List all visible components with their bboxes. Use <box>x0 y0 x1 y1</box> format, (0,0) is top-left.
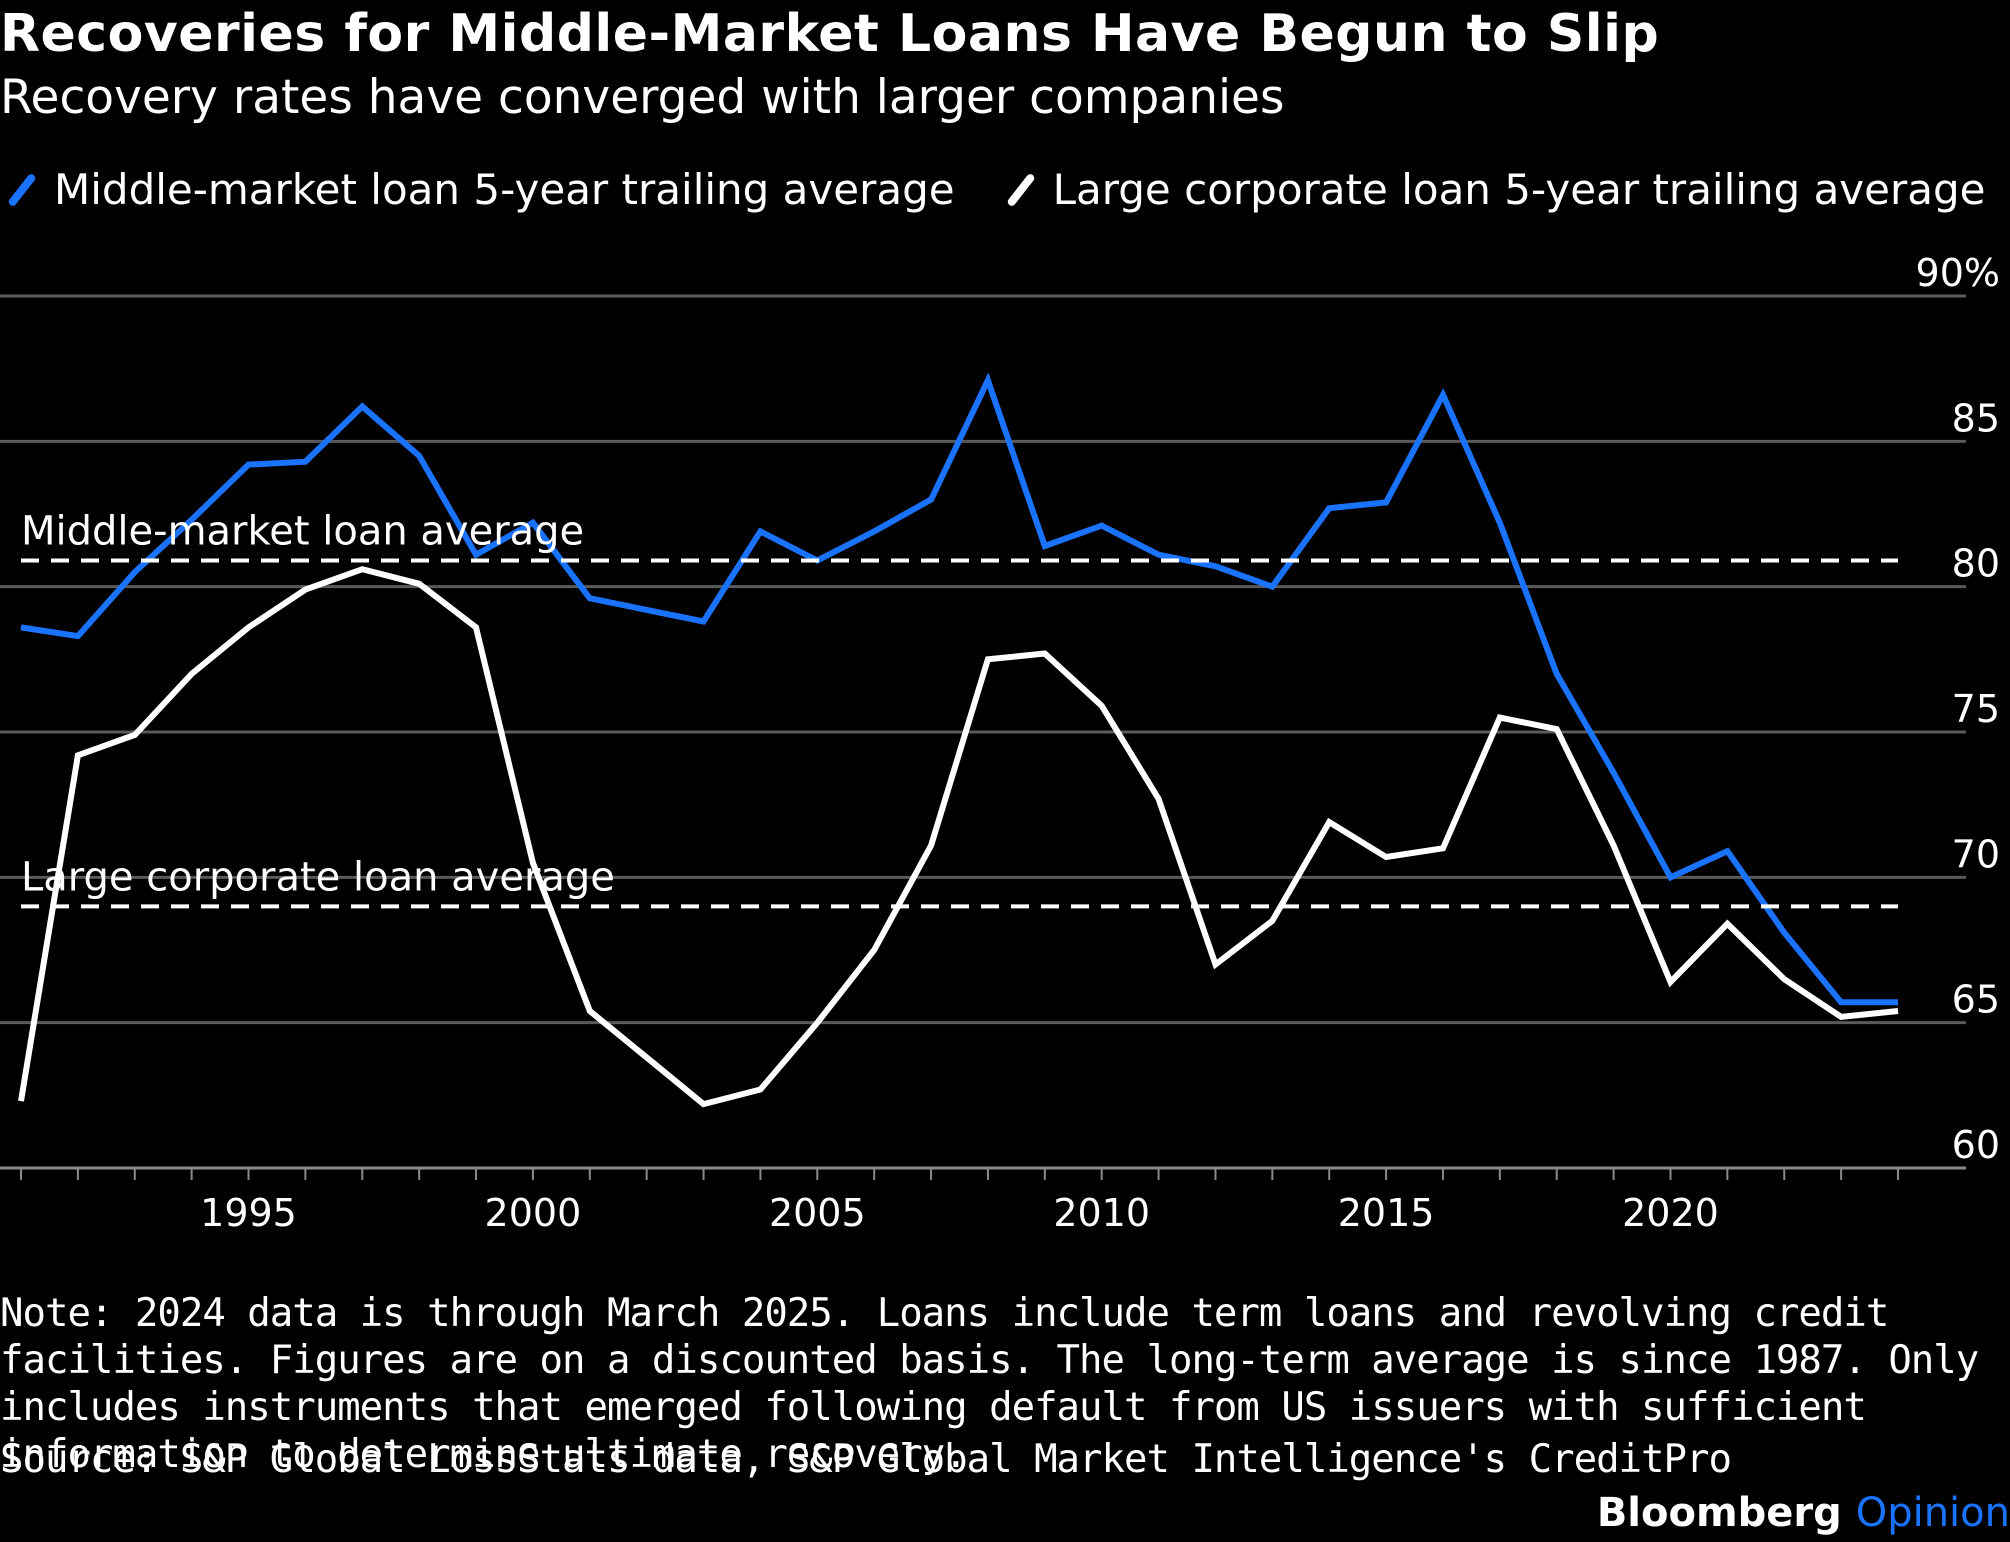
y-tick-label: 75 <box>1952 687 2000 731</box>
x-tick-label: 2005 <box>769 1191 866 1235</box>
brand-name: Bloomberg <box>1596 1490 1842 1536</box>
legend-label-middle-market: Middle-market loan 5-year trailing avera… <box>54 164 955 214</box>
x-tick-label: 2000 <box>485 1191 582 1235</box>
legend-item-middle-market: Middle-market loan 5-year trailing avera… <box>0 165 955 214</box>
y-tick-label: 80 <box>1952 542 2000 586</box>
y-tick-label: 90% <box>1916 251 2000 295</box>
line-chart: 60 65 70 75 80 85 90% 1995 2000 2005 2010 2015 2020 M… <box>0 251 2000 1235</box>
brand-logo: Bloomberg Opinion <box>1597 1490 2010 1536</box>
x-tick-label: 2020 <box>1622 1191 1719 1235</box>
legend: Middle-market loan 5-year trailing avera… <box>0 165 2010 214</box>
x-tick-label: 1995 <box>200 1191 297 1235</box>
y-tick-label: 60 <box>1952 1123 2000 1167</box>
series-line-large-corporate <box>18 566 1899 1108</box>
series-line-middle-market <box>20 372 1898 1006</box>
x-tick-label: 2015 <box>1338 1191 1435 1235</box>
brand-suffix: Opinion <box>1855 1490 2010 1536</box>
y-tick-label: 65 <box>1952 978 2000 1022</box>
chart-note: Note: 2024 data is through March 2025. L… <box>0 1291 1979 1477</box>
chart-source: Source: S&P Global LossStats data, S&P G… <box>0 1437 1732 1482</box>
chart-title: Recoveries for Middle-Market Loans Have … <box>0 4 1660 64</box>
chart-subtitle: Recovery rates have converged with large… <box>0 70 1285 125</box>
legend-label-large-corporate: Large corporate loan 5-year trailing ave… <box>1052 164 1986 214</box>
x-tick-label: 2010 <box>1053 1191 1150 1235</box>
reference-label-middle-market: Middle-market loan average <box>21 509 584 555</box>
reference-label-large-corporate: Large corporate loan average <box>21 854 615 900</box>
y-tick-label: 70 <box>1952 832 2000 876</box>
legend-item-large-corporate: Large corporate loan 5-year trailing ave… <box>999 165 1986 214</box>
y-tick-label: 85 <box>1952 396 2000 440</box>
